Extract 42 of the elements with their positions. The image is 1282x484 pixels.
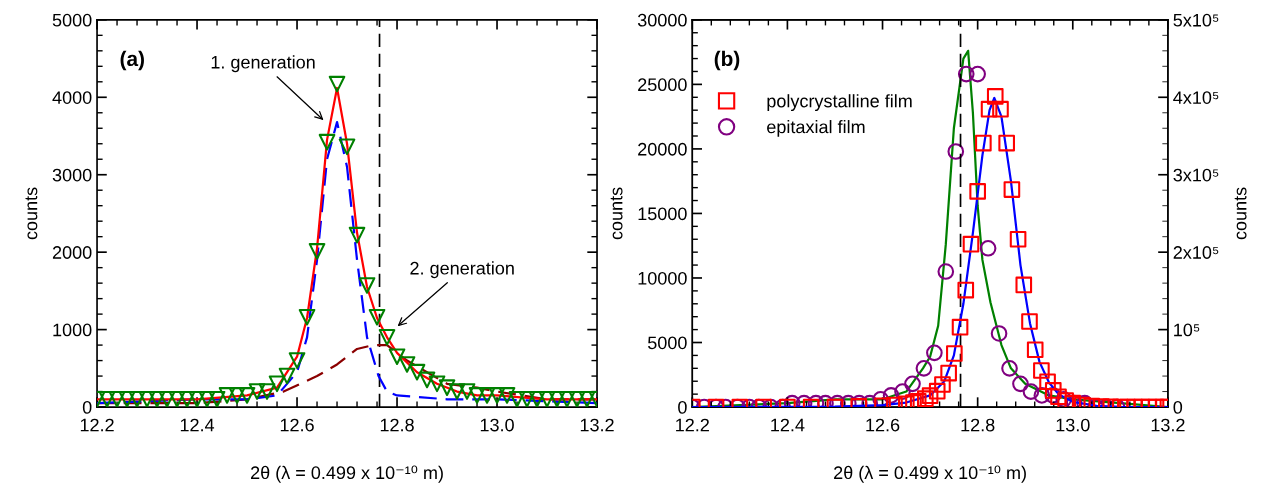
y2-tick-label: 4x10⁵ [1173,91,1219,104]
y2-tick-label: 0 [1173,400,1183,414]
x-tick-label: 13.2 [580,418,614,432]
y-tick-label: 25000 [638,78,687,92]
y-tick-label: 15000 [638,207,687,221]
y-tick-label: 5000 [647,336,687,350]
y2-axis-title: counts [1234,187,1247,240]
annotation: 2. generation [410,261,514,279]
y-tick-label: 3000 [52,168,92,182]
legend-label: polycrystalline film [767,94,912,112]
x-tick-label: 12.6 [280,418,314,432]
y-tick-label: 4000 [52,91,92,104]
x-tick-label: 12.2 [676,418,709,432]
x-tick-label: 12.4 [180,418,215,432]
y-tick-label: 1000 [53,323,92,337]
x-axis-title: 2θ (λ = 0.499 x 10⁻¹⁰ m) [834,465,1026,483]
y-tick-label: 20000 [638,142,687,156]
x-tick-label: 12.2 [80,418,114,432]
x-tick-label: 12.8 [961,418,995,432]
y-axis-title: counts [610,187,623,240]
annotation: (a) [120,50,144,71]
y-tick-label: 10000 [638,271,687,285]
y2-tick-label: 5x10⁵ [1173,13,1219,27]
y-tick-label: 0 [82,400,92,414]
annotation: (b) [714,50,740,71]
x-tick-label: 13.0 [1056,418,1090,432]
x-tick-label: 13.0 [480,418,514,432]
y2-tick-label: 3x10⁵ [1173,168,1219,182]
legend-label: epitaxial film [767,120,865,137]
y-tick-label: 0 [678,400,687,414]
y-tick-label: 5000 [52,13,92,27]
x-tick-label: 13.2 [1151,418,1185,432]
y2-tick-label: 2x10⁵ [1173,246,1219,259]
x-axis-title: 2θ (λ = 0.499 x 10⁻¹⁰ m) [251,465,443,483]
y2-tick-label: 10⁵ [1174,323,1200,337]
x-tick-label: 12.4 [771,418,805,432]
y-axis-title: counts [25,187,38,240]
x-tick-label: 12.6 [866,418,900,432]
x-tick-label: 12.8 [380,418,414,432]
y-tick-label: 2000 [52,246,92,259]
y-tick-label: 30000 [637,13,687,27]
annotation: 1. generation [211,55,315,73]
